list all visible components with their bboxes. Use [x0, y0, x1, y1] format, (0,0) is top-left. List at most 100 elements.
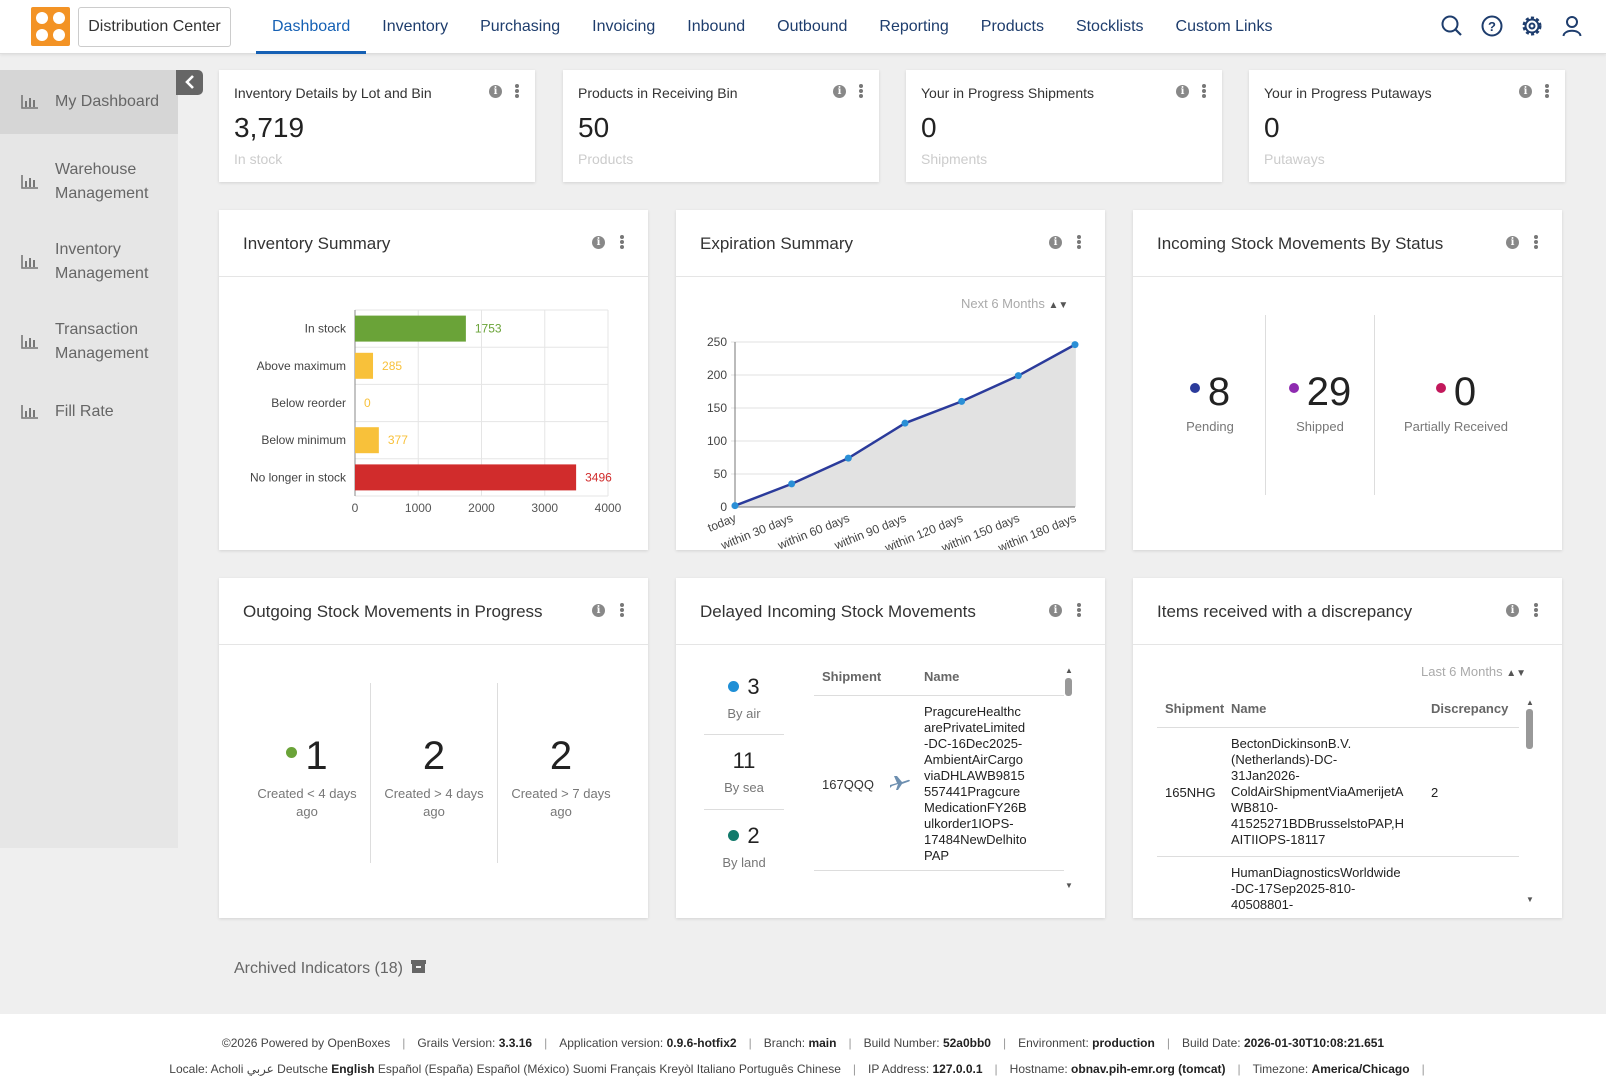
locale-link[interactable]: Chinese	[796, 1062, 841, 1076]
number-card-value: 0	[921, 112, 937, 143]
stat-value: 0	[1453, 370, 1477, 414]
locale-link[interactable]: Português	[738, 1062, 794, 1076]
settings-icon[interactable]	[1520, 14, 1544, 38]
more-menu-icon[interactable]	[1077, 235, 1081, 249]
status-stat-pending[interactable]: 8 Pending	[1130, 370, 1290, 434]
nav-dashboard[interactable]: Dashboard	[256, 0, 367, 54]
locale-link[interactable]: عربي	[246, 1062, 274, 1076]
user-icon[interactable]	[1560, 14, 1584, 38]
shipment-number[interactable]: 165NHG	[1165, 784, 1216, 800]
info-icon[interactable]: i	[1506, 236, 1519, 249]
outgoing-stat[interactable]: 2 Created > 4 days ago	[384, 734, 484, 821]
scrollbar[interactable]: ▲ ▼	[1526, 698, 1534, 904]
footer-label: IP Address:	[868, 1062, 933, 1076]
info-icon[interactable]: i	[1049, 604, 1062, 617]
data-point[interactable]	[958, 397, 966, 405]
category-label: No longer in stock	[250, 470, 347, 484]
locale-link[interactable]: English	[331, 1062, 375, 1076]
footer-item: IP Address: 127.0.0.1	[868, 1062, 983, 1076]
search-icon[interactable]	[1440, 14, 1464, 38]
info-icon[interactable]: i	[1506, 604, 1519, 617]
outgoing-stat[interactable]: 1 Created < 4 days ago	[257, 734, 357, 821]
sidebar-item-label: Transaction Management	[55, 321, 149, 362]
stat-value-wrap: 1	[257, 734, 357, 779]
delayed-stat-by-sea[interactable]: 11 By sea	[694, 748, 794, 795]
delayed-stat-by-land[interactable]: 2 By land	[694, 823, 794, 870]
sidebar-item-my-dashboard[interactable]: My Dashboard	[0, 70, 178, 134]
collapse-sidebar-button[interactable]	[176, 70, 203, 95]
nav-inventory[interactable]: Inventory	[382, 18, 449, 35]
time-range-select[interactable]: Next 6 Months ▲▼	[961, 296, 1068, 311]
locale-link[interactable]: Deutsche	[277, 1062, 328, 1076]
time-range-select[interactable]: Last 6 Months ▲▼	[1421, 664, 1526, 679]
info-icon[interactable]: i	[489, 85, 502, 98]
status-stat-partially-received[interactable]: 0 Partially Received	[1376, 370, 1536, 434]
bar[interactable]	[355, 427, 379, 454]
number-card[interactable]: Your in Progress Putaways 0 Putaways i	[1249, 70, 1565, 182]
sidebar-item-inventory-management[interactable]: Inventory Management	[0, 230, 178, 294]
info-icon[interactable]: i	[833, 85, 846, 98]
nav-outbound[interactable]: Outbound	[777, 18, 848, 35]
locale-link[interactable]: Français	[610, 1062, 657, 1076]
data-point[interactable]	[844, 454, 852, 462]
more-menu-icon[interactable]	[1534, 603, 1538, 617]
info-icon[interactable]: i	[592, 604, 605, 617]
shipment-name: HumanDiagnosticsWorldwide -DC-17Sep2025-8…	[1231, 865, 1431, 911]
more-menu-icon[interactable]	[859, 84, 863, 98]
table-row[interactable]: HumanDiagnosticsWorldwide -DC-17Sep2025-8…	[1157, 857, 1519, 911]
more-menu-icon[interactable]	[1545, 84, 1549, 98]
sidebar-item-warehouse-management[interactable]: Warehouse Management	[0, 150, 178, 214]
nav-reporting[interactable]: Reporting	[879, 18, 949, 35]
data-point[interactable]	[1071, 341, 1079, 349]
status-stat-shipped[interactable]: 29 Shipped	[1240, 370, 1400, 434]
more-menu-icon[interactable]	[1534, 235, 1538, 249]
locale-link[interactable]: Español (México)	[476, 1062, 570, 1076]
info-icon[interactable]: i	[592, 236, 605, 249]
location-chooser-button[interactable]: Distribution Center	[78, 7, 231, 47]
nav-stocklists[interactable]: Stocklists	[1075, 18, 1144, 35]
locale-link[interactable]: Italiano	[696, 1062, 736, 1076]
number-card[interactable]: Products in Receiving Bin 50 Products i	[563, 70, 879, 182]
table-row[interactable]: 165NHG BectonDickinsonB.V. (Netherlands)-D…	[1157, 728, 1519, 857]
more-menu-icon[interactable]	[515, 84, 519, 98]
more-menu-icon[interactable]	[620, 235, 624, 249]
data-point[interactable]	[788, 480, 796, 488]
footer-item: Build Number: 52a0bb0	[864, 1036, 991, 1050]
number-card[interactable]: Your in Progress Shipments 0 Shipments i	[906, 70, 1222, 182]
locale-link[interactable]: Suomi	[572, 1062, 607, 1076]
nav-purchasing[interactable]: Purchasing	[480, 18, 561, 35]
locale-link[interactable]: Español (España)	[377, 1062, 474, 1076]
locale-link[interactable]: Kreyòl	[659, 1062, 694, 1076]
number-card[interactable]: Inventory Details by Lot and Bin 3,719 In …	[219, 70, 535, 182]
separator: |	[1002, 1036, 1007, 1050]
sidebar-item-transaction-management[interactable]: Transaction Management	[0, 310, 178, 374]
status-dot	[1288, 383, 1299, 394]
nav-inbound[interactable]: Inbound	[687, 18, 746, 35]
bar[interactable]	[355, 352, 374, 379]
shipment-name-line: ColdAirShipmentViaAmerijetA	[1231, 784, 1404, 799]
locale-link[interactable]: Acholi	[210, 1062, 244, 1076]
scrollbar[interactable]: ▲ ▼	[1065, 666, 1073, 890]
nav-products[interactable]: Products	[980, 18, 1044, 35]
shipment-number[interactable]: 167QQQ	[822, 776, 875, 792]
sidebar-item-fill-rate[interactable]: Fill Rate	[0, 390, 178, 434]
archived-indicators-link[interactable]: Archived Indicators (18)	[234, 960, 427, 978]
data-point[interactable]	[1014, 372, 1022, 380]
nav-custom-links[interactable]: Custom Links	[1175, 18, 1273, 35]
info-icon[interactable]: i	[1519, 85, 1532, 98]
data-point[interactable]	[731, 502, 739, 510]
outgoing-stat[interactable]: 2 Created > 7 days ago	[511, 734, 611, 821]
delayed-stat-by-air[interactable]: 3 By air	[694, 674, 794, 721]
info-icon[interactable]: i	[1049, 236, 1062, 249]
openboxes-logo[interactable]	[31, 7, 70, 46]
more-menu-icon[interactable]	[1077, 603, 1081, 617]
more-menu-icon[interactable]	[1202, 84, 1206, 98]
bar[interactable]	[355, 315, 466, 342]
table-row[interactable]: 167QQQ PragcureHealthc arePrivateLimited -…	[814, 696, 1064, 871]
help-icon[interactable]: ?	[1480, 14, 1504, 38]
data-point[interactable]	[901, 419, 909, 427]
nav-invoicing[interactable]: Invoicing	[592, 18, 656, 35]
info-icon[interactable]: i	[1176, 85, 1189, 98]
more-menu-icon[interactable]	[620, 603, 624, 617]
bar[interactable]	[355, 464, 577, 491]
